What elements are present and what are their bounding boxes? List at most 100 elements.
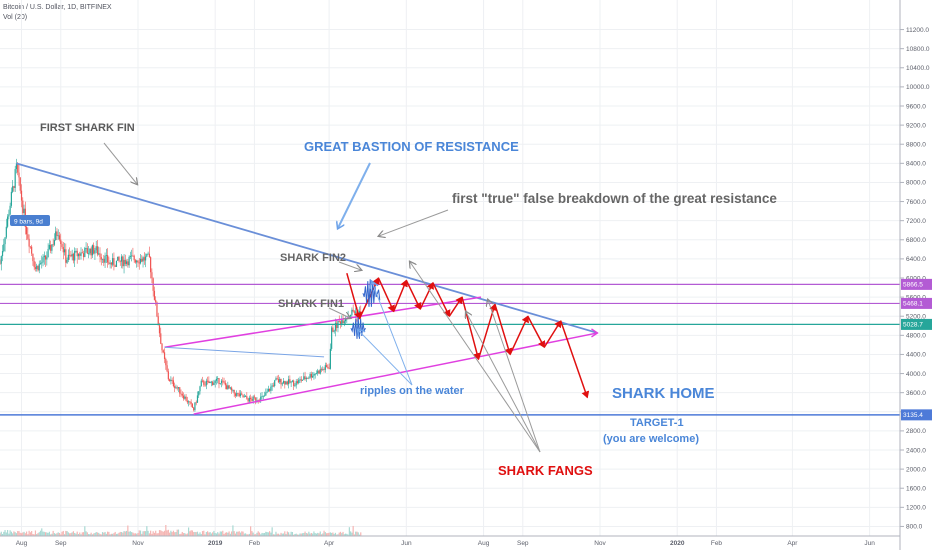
volume-bar: [1, 533, 4, 536]
candle-body: [231, 387, 233, 391]
candle-body: [315, 373, 318, 375]
candle-body: [291, 380, 294, 382]
volume-bar: [201, 531, 204, 536]
bastion-pointer: [338, 162, 371, 228]
shark-fin2-label: SHARK FIN2: [280, 252, 346, 264]
volume-bar: [94, 532, 96, 536]
candle-body: [181, 393, 183, 396]
volume-bar: [150, 530, 152, 536]
time-tick-label: Sep: [55, 540, 67, 547]
candle-body: [53, 240, 56, 245]
volume-bar: [265, 531, 267, 536]
candle-body: [109, 262, 111, 264]
candle-body: [139, 258, 142, 264]
fin2-pointer: [338, 261, 361, 270]
candle-body: [89, 248, 91, 254]
candle-body: [171, 379, 173, 381]
volume-bar: [309, 533, 311, 536]
time-tick-label: Jun: [401, 540, 412, 547]
volume-bar: [328, 532, 330, 536]
volume-bar: [291, 532, 294, 536]
candle-body: [106, 255, 109, 263]
candle-body: [143, 257, 145, 261]
volume-bar: [20, 533, 23, 536]
volume-bar: [305, 533, 307, 536]
candle-body: [236, 393, 238, 396]
candle-body: [167, 371, 169, 380]
candle-body: [39, 263, 42, 265]
forecast-zigzag-arrow: [432, 282, 451, 318]
candle-body: [241, 393, 243, 395]
candle-body: [79, 253, 81, 256]
candle-body: [123, 259, 125, 267]
candle-body: [288, 379, 290, 385]
candle-body: [124, 259, 126, 264]
candle-body: [210, 381, 212, 383]
candle-body: [323, 369, 325, 371]
volume-indicator-label[interactable]: Vol (20): [3, 14, 28, 21]
forecast-zigzag-arrow: [560, 320, 590, 399]
candle-body: [161, 343, 163, 351]
volume-bar: [22, 532, 24, 536]
candle-body: [55, 231, 57, 241]
volume-bar: [274, 534, 276, 536]
candle-body: [303, 376, 305, 380]
candle-body: [56, 231, 58, 236]
candle-body: [128, 256, 130, 266]
price-tick-label: 3600.0: [906, 390, 926, 397]
candle-body: [252, 396, 254, 401]
price-tick-label: 4800.0: [906, 333, 926, 340]
volume-bar: [281, 533, 283, 536]
volume-bar: [46, 532, 48, 536]
volume-bar: [314, 533, 316, 536]
price-tick-label: 4400.0: [906, 352, 926, 359]
forecast-zigzag-arrow: [377, 277, 395, 313]
volume-bar: [6, 530, 9, 536]
candle-body: [276, 378, 278, 380]
candle-body: [31, 246, 33, 254]
volume-bar: [38, 532, 40, 536]
volume-bar: [252, 532, 254, 536]
candle-body: [248, 397, 250, 402]
candle-body: [148, 253, 150, 258]
volume-bar: [189, 531, 191, 536]
volume-bar: [214, 532, 216, 536]
volume-bar: [165, 524, 167, 536]
volume-bar: [23, 531, 25, 536]
volume-bar: [288, 532, 290, 536]
forecast-zigzag-arrow: [346, 273, 362, 320]
candle-body: [193, 407, 195, 411]
volume-bar: [44, 532, 47, 536]
candle-body: [77, 253, 80, 257]
volume-bar: [144, 531, 147, 536]
shark-home-label: SHARK HOME: [612, 385, 715, 402]
volume-bar: [0, 533, 1, 536]
candle-body: [290, 381, 292, 383]
candle-body: [331, 327, 333, 349]
candle-body: [118, 256, 120, 261]
candle-body: [223, 381, 225, 383]
candle-body: [29, 246, 31, 248]
time-tick-label: 2020: [670, 540, 685, 547]
forecast-zigzag-arrow: [392, 279, 408, 312]
candle-body: [52, 244, 54, 246]
price-tick-label: 7600.0: [906, 199, 926, 206]
time-tick-label: Apr: [787, 540, 798, 547]
candle-body: [266, 391, 268, 393]
candle-body: [274, 380, 276, 387]
volume-bar: [303, 532, 305, 536]
candle-body: [8, 214, 10, 217]
volume-bar: [31, 531, 33, 536]
candle-body: [294, 385, 296, 387]
candle-body: [318, 370, 320, 374]
candle-body: [67, 254, 69, 260]
candle-body: [204, 384, 206, 386]
candle-body: [327, 366, 329, 368]
volume-bar: [119, 531, 121, 536]
candle-body: [69, 254, 71, 256]
volume-bar: [248, 533, 250, 536]
volume-bar: [85, 531, 87, 536]
price-tick-label: 7200.0: [906, 218, 926, 225]
volume-bar: [234, 533, 237, 536]
